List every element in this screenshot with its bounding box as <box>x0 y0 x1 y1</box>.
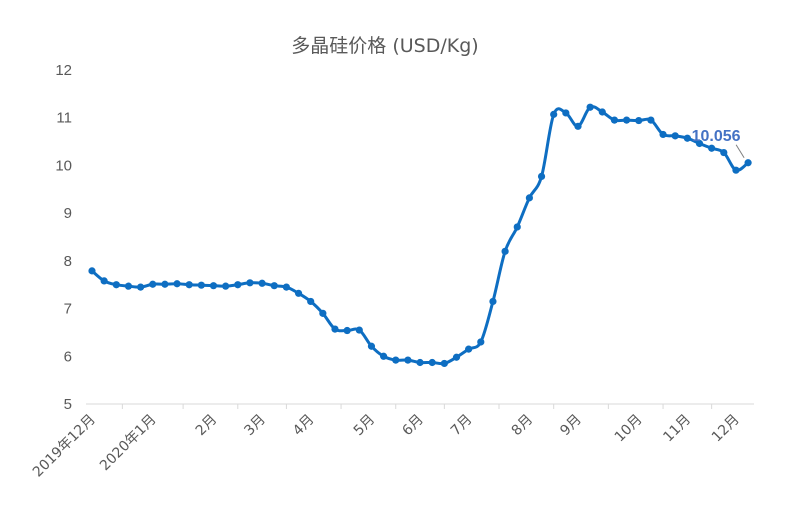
x-tick-label: 11月 <box>660 412 694 446</box>
price-point <box>550 110 558 118</box>
price-point <box>416 358 424 367</box>
price-point <box>88 267 96 275</box>
y-tick-label: 9 <box>64 205 72 222</box>
price-point <box>562 109 570 117</box>
price-point <box>343 326 351 335</box>
price-point <box>732 166 740 174</box>
y-tick-label: 8 <box>64 253 72 270</box>
price-point <box>197 281 205 289</box>
price-point <box>647 116 655 124</box>
series-group <box>88 103 752 368</box>
x-tick-label: 2019年12月 <box>30 412 99 481</box>
price-point <box>537 172 546 181</box>
price-point <box>380 352 388 360</box>
price-point <box>185 281 193 289</box>
price-point <box>282 283 290 291</box>
callout-group: 10.056 <box>692 128 745 159</box>
price-point <box>452 353 461 361</box>
x-tick-label: 4月 <box>290 412 318 440</box>
price-point <box>586 103 594 111</box>
price-point <box>428 358 436 367</box>
price-point <box>355 326 363 334</box>
x-tick-label: 2月 <box>193 412 221 440</box>
y-tick-label: 10 <box>55 157 72 174</box>
price-point <box>161 280 169 288</box>
price-point <box>465 345 473 353</box>
callout-leader <box>735 144 745 159</box>
price-point <box>209 282 218 290</box>
x-tick-label: 7月 <box>448 412 476 440</box>
x-axis-minor-ticks <box>121 404 713 409</box>
price-point <box>112 281 120 289</box>
price-point <box>100 277 108 285</box>
price-point <box>367 342 376 350</box>
price-point <box>574 122 582 130</box>
x-tick-label: 3月 <box>241 412 269 440</box>
x-tick-label: 12月 <box>709 412 743 446</box>
y-axis: 5 6 7 8 9 10 11 12 <box>55 62 72 413</box>
price-point <box>331 325 339 333</box>
price-point <box>635 116 643 125</box>
x-tick-label: 5月 <box>351 412 379 440</box>
price-point <box>683 134 691 142</box>
price-point <box>610 116 619 124</box>
x-tick-label: 8月 <box>509 412 537 440</box>
price-point <box>623 116 631 124</box>
price-point <box>307 297 315 306</box>
price-point <box>392 356 400 364</box>
price-point <box>489 297 497 306</box>
y-tick-label: 11 <box>56 110 72 127</box>
price-point <box>404 356 412 364</box>
price-point <box>246 279 254 287</box>
price-point <box>270 282 278 290</box>
price-point <box>695 139 704 148</box>
price-point <box>319 309 327 317</box>
price-point <box>598 108 606 116</box>
price-point <box>708 144 716 152</box>
price-point <box>501 247 509 255</box>
price-point <box>440 359 448 368</box>
price-point <box>124 282 133 290</box>
price-point <box>525 194 534 202</box>
price-point <box>137 283 145 291</box>
price-point <box>173 280 181 288</box>
chart-title: 多晶硅价格 (USD/Kg) <box>291 35 478 57</box>
price-point <box>720 148 728 157</box>
x-tick-label: 2020年1月 <box>97 412 160 475</box>
y-tick-label: 6 <box>64 348 72 365</box>
x-tick-label: 9月 <box>557 412 585 440</box>
price-point <box>234 281 242 289</box>
y-tick-label: 7 <box>64 301 72 318</box>
y-tick-label: 5 <box>64 396 72 413</box>
price-point <box>222 282 230 290</box>
price-point <box>149 280 157 288</box>
price-point <box>513 223 521 231</box>
price-point <box>671 132 679 140</box>
price-line <box>91 105 750 366</box>
price-point <box>294 289 303 297</box>
price-point <box>659 130 667 139</box>
price-point <box>258 279 266 287</box>
x-tick-label: 10月 <box>612 412 646 446</box>
callout-label: 10.056 <box>692 128 741 145</box>
y-tick-label: 12 <box>55 62 72 79</box>
price-point <box>744 159 752 167</box>
x-tick-label: 6月 <box>399 412 427 440</box>
price-point <box>477 338 485 346</box>
